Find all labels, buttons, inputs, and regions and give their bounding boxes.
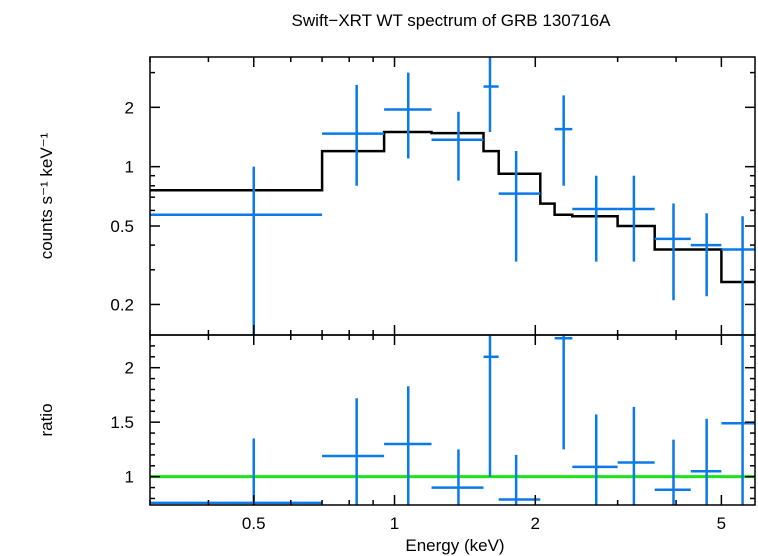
top-y-tick-label: 1 (125, 158, 134, 177)
bottom-y-tick-label: 2 (125, 359, 134, 378)
bottom-y-tick-label: 1 (125, 468, 134, 487)
x-axis-label: Energy (keV) (405, 536, 504, 555)
top-data-point-2 (384, 72, 432, 159)
top-data-point-11 (721, 216, 755, 335)
bottom-y-tick-label: 1.5 (110, 413, 134, 432)
bottom-panel: 1 1.5 2 0.5 1 2 5 (110, 334, 756, 533)
top-data-point-0 (150, 166, 323, 335)
bottom-data-point-9 (654, 439, 691, 505)
bottom-data-point-2 (384, 386, 432, 505)
top-data-point-4 (483, 57, 499, 132)
bottom-data-point-5 (498, 454, 541, 505)
bottom-panel-frame (149, 334, 756, 506)
bottom-data-point-6 (554, 335, 573, 450)
top-model-step-line (150, 130, 755, 284)
x-tick-label: 1 (390, 514, 399, 533)
top-y-tick-label: 0.2 (110, 295, 134, 314)
top-data-point-6 (554, 95, 573, 186)
top-plot-area (150, 57, 755, 335)
bottom-data-point-3 (431, 449, 484, 505)
top-y-tick-label: 2 (125, 98, 134, 117)
bottom-y-axis-label: ratio (37, 403, 56, 436)
x-tick-label: 5 (717, 514, 726, 533)
top-data-point-3 (431, 111, 484, 181)
chart-title: Swift−XRT WT spectrum of GRB 130716A (292, 11, 612, 30)
top-panel-frame (149, 56, 756, 336)
top-y-tick-label: 0.5 (110, 217, 134, 236)
x-tick-label: 0.5 (242, 514, 266, 533)
bottom-data-point-7 (572, 414, 618, 505)
x-tick-label: 2 (531, 514, 540, 533)
bottom-plot-area (150, 335, 755, 505)
top-data-point-5 (498, 151, 541, 262)
bottom-data-point-11 (721, 335, 755, 505)
top-data-point-8 (617, 175, 655, 262)
top-data-point-10 (690, 213, 722, 297)
bottom-data-point-8 (617, 406, 655, 505)
bottom-data-point-4 (483, 335, 499, 477)
bottom-data-point-1 (322, 398, 385, 505)
top-y-axis-label: counts s⁻¹ keV⁻¹ (37, 132, 56, 259)
top-panel: 0.2 0.5 1 2 (110, 56, 756, 336)
top-data-point-1 (322, 84, 385, 186)
bottom-data-point-10 (690, 418, 722, 505)
top-data-point-7 (572, 175, 618, 262)
bottom-data-point-0 (150, 438, 323, 505)
top-data-point-9 (654, 203, 691, 301)
